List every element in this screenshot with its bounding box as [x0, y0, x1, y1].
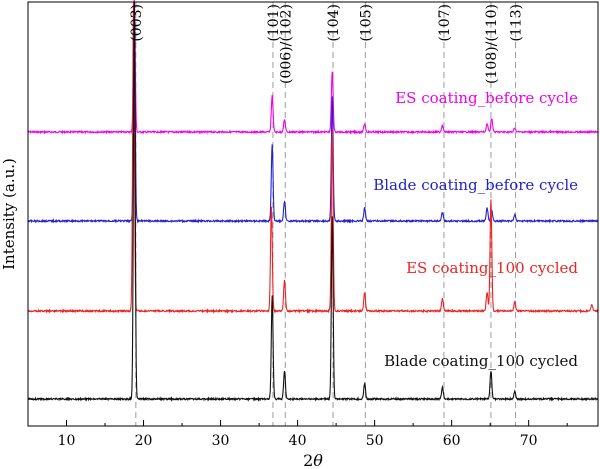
x-tick-label: 10: [58, 433, 76, 449]
series-labels: ES coating_before cycle Blade coating_bef…: [373, 89, 578, 370]
x-tick-label: 70: [520, 433, 538, 449]
x-tick-label: 40: [289, 433, 307, 449]
series-label: Blade coating_before cycle: [373, 176, 578, 194]
x-axis-ticks: 10 20 30 40 50 60 70: [27, 420, 568, 449]
reference-label: (108)/(110): [484, 4, 500, 84]
reference-label: (006)/(102): [278, 4, 294, 84]
reference-label: (104): [326, 4, 342, 42]
series-line: [27, 2, 599, 314]
x-tick-label: 20: [135, 433, 153, 449]
reference-label: (101): [266, 4, 282, 42]
reference-label: (107): [437, 4, 453, 42]
x-tick-label: 50: [366, 433, 384, 449]
series-label: Blade coating_100 cycled: [384, 352, 578, 370]
reference-label: (105): [358, 4, 374, 42]
series-line: [27, 0, 599, 135]
series-lines: [27, 0, 599, 402]
plot-frame: [27, 1, 599, 427]
reference-label: (003): [129, 4, 145, 42]
series-label: ES coating_before cycle: [395, 89, 578, 107]
reference-label: (113): [509, 4, 525, 42]
x-axis-label: 2θ: [303, 451, 323, 469]
series-label: ES coating_100 cycled: [406, 259, 578, 277]
x-tick-label: 30: [212, 433, 230, 449]
y-axis-label: Intensity (a.u.): [0, 158, 18, 270]
reference-labels: (003) (101)(006)/(102) (104) (105) (107) (108…: [129, 4, 525, 84]
series-line: [27, 5, 599, 224]
x-tick-label: 60: [443, 433, 461, 449]
series-line: [27, 2, 599, 402]
